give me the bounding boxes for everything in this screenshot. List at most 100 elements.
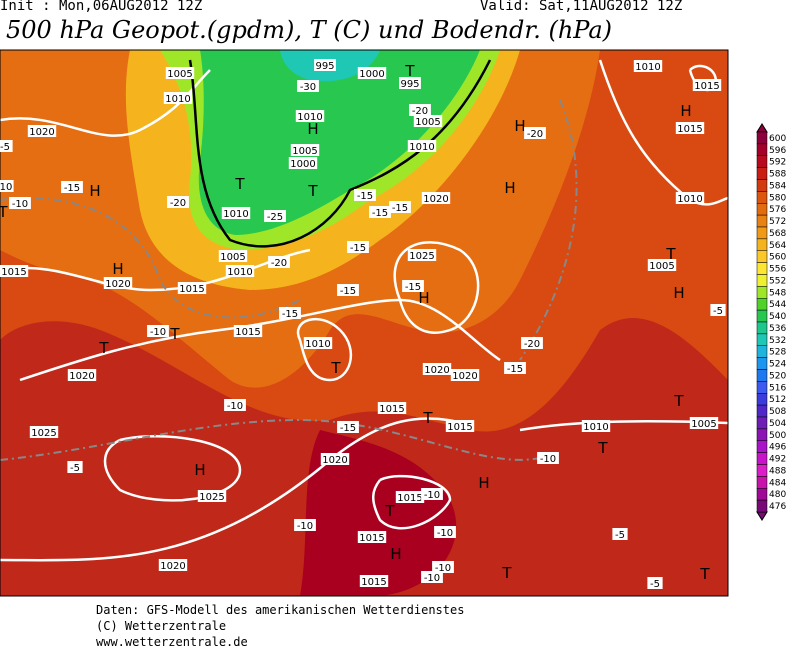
colorbar-label: 540: [769, 312, 786, 322]
colorbar-label: 544: [769, 300, 786, 310]
isoline-label: -25: [267, 212, 283, 223]
isoline-label: 1020: [69, 371, 94, 382]
label-box: [290, 144, 320, 156]
isotherms: [0, 99, 578, 461]
isoline-label: -10: [540, 454, 556, 465]
isoline-label: 1015: [397, 493, 422, 504]
label-box: [399, 77, 421, 89]
isoline-label: -5: [615, 530, 625, 541]
pressure-center: H: [514, 117, 525, 135]
colorbar-label: 480: [769, 490, 786, 500]
colorbar-swatch: [756, 416, 768, 430]
isoline-label: 1020: [105, 279, 130, 290]
isoline-label: -15: [372, 208, 388, 219]
init-time: Init : Mon,06AUG2012 12Z: [0, 0, 203, 14]
isoline-label: -15: [405, 282, 421, 293]
label-box: [421, 192, 451, 204]
pressure-center: T: [501, 564, 512, 582]
colorbar-swatch: [756, 179, 768, 192]
isoline-label: 1015: [1, 267, 26, 278]
label-box: [103, 277, 133, 289]
colorbar-swatch: [756, 226, 768, 240]
pressure-center: T: [404, 62, 415, 80]
label-box: [421, 571, 443, 583]
label-box: [581, 420, 611, 432]
colorbar-label: 552: [769, 276, 786, 286]
isoline-label: -15: [64, 183, 80, 194]
colorbar-swatch: [756, 321, 768, 335]
label-box: [357, 531, 387, 543]
label-box: [67, 461, 83, 473]
pressure-center: H: [418, 289, 429, 307]
label-box: [29, 426, 59, 438]
pressure-center: H: [307, 120, 318, 138]
colorbar-label: 516: [769, 383, 786, 393]
colorbar-swatch: [756, 381, 768, 394]
colorbar-swatch: [756, 250, 768, 263]
isoline-label: 1010: [409, 142, 434, 153]
isoline-label: 1015: [179, 284, 204, 295]
label-box: [675, 122, 705, 134]
label-box: [177, 282, 207, 294]
label-box: [434, 526, 456, 538]
colorbar-label: 576: [769, 205, 786, 215]
colorbar-label: 580: [769, 193, 786, 203]
colorbar-label: 556: [769, 265, 786, 275]
colorbar-label: 548: [769, 288, 786, 298]
label-box: [279, 307, 301, 319]
label-box: [9, 197, 31, 209]
label-box: [402, 280, 424, 292]
label-box: [369, 206, 391, 218]
isoline-label: 1010: [227, 267, 252, 278]
isoline-label: -10: [12, 199, 28, 210]
colorbar-swatch: [756, 238, 768, 251]
colorbar-swatch: [756, 488, 768, 501]
isoline-label: -10: [437, 528, 453, 539]
isoline-label: -10: [424, 490, 440, 501]
label-box: [167, 196, 189, 208]
label-box: [692, 79, 722, 91]
label-box: [147, 325, 169, 337]
label-box: [675, 192, 705, 204]
label-box: [27, 125, 57, 137]
isoline-label: -20: [527, 129, 543, 140]
pressure-center: H: [680, 102, 691, 120]
label-box: [359, 575, 389, 587]
isoline-label: -15: [350, 243, 366, 254]
label-box: [354, 189, 376, 201]
colorbar-swatch: [756, 393, 768, 406]
pressure-center: T: [665, 245, 676, 263]
label-box: [0, 140, 13, 152]
colorbar-swatch: [756, 309, 768, 323]
label-box: [158, 559, 188, 571]
isoline-label: 1005: [167, 69, 192, 80]
colorbar-swatch: [756, 214, 768, 228]
isoline-label: 995: [400, 79, 419, 90]
colorbar-swatch: [756, 298, 768, 311]
isoline-label: -15: [340, 286, 356, 297]
label-box: [633, 60, 663, 72]
colorbar-swatch: [756, 155, 768, 168]
isoline-label: 1020: [322, 455, 347, 466]
isoline-label: 1010: [297, 112, 322, 123]
colorbar-label: 568: [769, 229, 786, 239]
isoline-label: 1010: [583, 422, 608, 433]
colorbar-swatch: [756, 404, 768, 418]
label-box: [197, 490, 227, 502]
label-box: [221, 207, 251, 219]
pressure-center: H: [89, 182, 100, 200]
pressure-center: T: [699, 565, 710, 583]
colorbar-swatch: [756, 345, 768, 358]
colorbar-label: 592: [769, 158, 786, 168]
pressure-center: T: [422, 409, 433, 427]
label-box: [67, 369, 97, 381]
colorbar-label: 492: [769, 455, 786, 465]
valid-time: Valid: Sat,11AUG2012 12Z: [480, 0, 683, 14]
isoline-label: 1025: [199, 492, 224, 503]
label-box: [0, 265, 29, 277]
pressure-center: T: [0, 203, 8, 221]
colorbar-label: 512: [769, 395, 786, 405]
label-box: [233, 325, 263, 337]
isoline-label: 1020: [424, 365, 449, 376]
